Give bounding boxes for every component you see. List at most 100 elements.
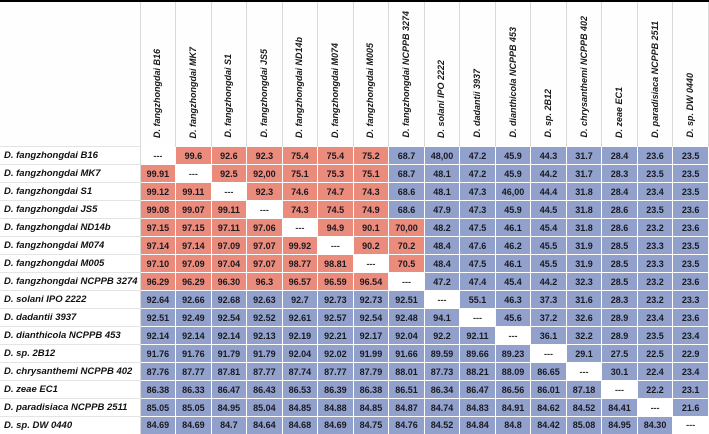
column-header-label: D. fangzhongdai S1	[223, 54, 234, 138]
row-label: D. sp. 2B12	[0, 344, 141, 363]
matrix-cell: 23.5	[672, 164, 709, 183]
corner-cell	[0, 1, 141, 147]
row-label: D. fangzhongdai S1	[0, 182, 141, 201]
matrix-cell: 92.5	[210, 164, 248, 183]
matrix-cell: 74.7	[317, 182, 354, 201]
matrix-cell: 89.23	[494, 344, 532, 363]
matrix-cell: 97.09	[175, 254, 212, 273]
table-row: D. fangzhongdai NCPPB 3274 96.29 96.29 96.3…	[0, 272, 709, 291]
matrix-cell: 45.9	[494, 200, 532, 219]
column-header-label: D. paradisiaca NCPPB 2511	[649, 21, 660, 138]
matrix-cell: 28.9	[601, 308, 638, 327]
matrix-cell: 70.5	[388, 254, 425, 273]
matrix-cell: 31.8	[565, 200, 603, 219]
matrix-cell: 92.68	[210, 290, 248, 309]
diagonal-cell: ---	[565, 362, 603, 381]
matrix-cell: 92.64	[139, 290, 177, 309]
matrix-cell: 75.1	[352, 164, 390, 183]
table-row: D. solani IPO 2222 92.64 92.66 92.68 92.63 92…	[0, 290, 709, 309]
matrix-cell: 97.14	[175, 236, 212, 255]
row-label: D. paradisiaca NCPPB 2511	[0, 398, 141, 417]
row-label: D. solani IPO 2222	[0, 290, 141, 309]
matrix-cell: 75.4	[281, 146, 319, 165]
matrix-cell: 84.95	[601, 416, 638, 434]
matrix-cell: 30.1	[601, 362, 638, 381]
diagonal-cell: ---	[175, 164, 212, 183]
matrix-cell: 84.91	[494, 398, 532, 417]
matrix-cell: 87.77	[317, 362, 354, 381]
matrix-cell: 84.8	[494, 416, 532, 434]
matrix-cell: 84.69	[175, 416, 212, 434]
matrix-cell: 74.5	[317, 200, 354, 219]
matrix-cell: 44.3	[530, 146, 567, 165]
matrix-cell: 89.66	[459, 344, 496, 363]
row-label: D. sp. DW 0440	[0, 416, 141, 434]
matrix-cell: 84.52	[423, 416, 461, 434]
row-label: D. fangzhongdai B16	[0, 146, 141, 165]
matrix-cell: 48.2	[423, 218, 461, 237]
matrix-cell: 23.5	[672, 254, 709, 273]
matrix-cell: 84.75	[352, 416, 390, 434]
matrix-cell: 99.08	[139, 200, 177, 219]
matrix-cell: 31.8	[565, 218, 603, 237]
matrix-cell: 75.3	[317, 164, 354, 183]
matrix-cell: 37.3	[530, 290, 567, 309]
matrix-cell: 92,00	[246, 164, 283, 183]
matrix-cell: 92.54	[210, 308, 248, 327]
matrix-cell: 86.47	[459, 380, 496, 399]
matrix-cell: 97.10	[139, 254, 177, 273]
row-label: D. fangzhongdai MK7	[0, 164, 141, 183]
matrix-cell: 74.6	[281, 182, 319, 201]
matrix-cell: 68.7	[388, 164, 425, 183]
diagonal-cell: ---	[423, 290, 461, 309]
column-header: D. fangzhongdai B16	[140, 1, 177, 147]
matrix-cell: 36.1	[530, 326, 567, 345]
matrix-cell: 92.3	[246, 182, 283, 201]
matrix-cell: 98.81	[317, 254, 354, 273]
row-label: D. dadantii 3937	[0, 308, 141, 327]
matrix-cell: 48,00	[423, 146, 461, 165]
matrix-cell: 92.21	[317, 326, 354, 345]
column-header: D. solani IPO 2222	[424, 1, 461, 147]
row-label: D. zeae EC1	[0, 380, 141, 399]
matrix-cell: 46,00	[494, 182, 532, 201]
matrix-cell: 23.1	[672, 380, 709, 399]
matrix-cell: 84.64	[246, 416, 283, 434]
matrix-cell: 28.9	[601, 326, 638, 345]
matrix-cell: 29.1	[565, 344, 603, 363]
matrix-cell: 92.52	[246, 308, 283, 327]
matrix-cell: 92.14	[139, 326, 177, 345]
matrix-cell: 23.3	[672, 290, 709, 309]
matrix-cell: 86.53	[281, 380, 319, 399]
matrix-cell: 47.3	[459, 200, 496, 219]
matrix-cell: 23.3	[636, 254, 674, 273]
matrix-cell: 84.42	[530, 416, 567, 434]
matrix-cell: 28.4	[601, 146, 638, 165]
matrix-cell: 84.68	[281, 416, 319, 434]
matrix-cell: 96.59	[317, 272, 354, 291]
matrix-cell: 47.3	[459, 182, 496, 201]
table-row: D. zeae EC1 86.38 86.33 86.47 86.43 86.53 86.3…	[0, 380, 709, 399]
matrix-cell: 46.3	[494, 290, 532, 309]
matrix-cell: 23.5	[636, 164, 674, 183]
matrix-cell: 96.54	[352, 272, 390, 291]
row-label: D. fangzhongdai ND14b	[0, 218, 141, 237]
matrix-cell: 45.4	[494, 272, 532, 291]
matrix-cell: 87.77	[175, 362, 212, 381]
matrix-cell: 92.2	[423, 326, 461, 345]
matrix-cell: 92.7	[281, 290, 319, 309]
matrix-cell: 92.04	[388, 326, 425, 345]
matrix-cell: 92.13	[246, 326, 283, 345]
matrix-cell: 99.11	[175, 182, 212, 201]
column-header-label: D. sp. 2B12	[543, 89, 554, 138]
matrix-cell: 86.51	[388, 380, 425, 399]
matrix-cell: 92.48	[388, 308, 425, 327]
matrix-cell: 97.07	[246, 236, 283, 255]
column-header: D. sp. DW 0440	[672, 1, 709, 147]
matrix-cell: 46.1	[494, 254, 532, 273]
matrix-cell: 96.3	[246, 272, 283, 291]
matrix-cell: 88.21	[459, 362, 496, 381]
matrix-cell: 85.05	[175, 398, 212, 417]
